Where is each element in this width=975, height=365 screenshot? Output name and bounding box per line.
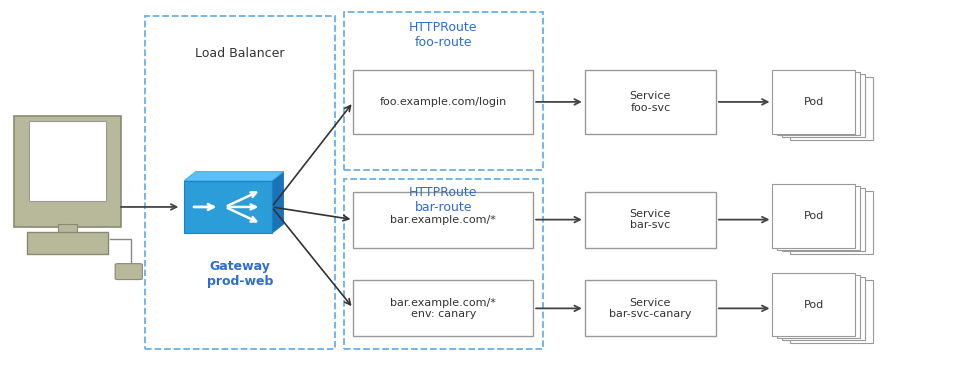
Text: HTTPRoute
foo-route: HTTPRoute foo-route <box>410 21 478 49</box>
Text: Service
foo-svc: Service foo-svc <box>630 91 671 113</box>
Bar <box>585 70 716 134</box>
Text: Pod: Pod <box>803 211 824 221</box>
Bar <box>772 184 855 248</box>
Bar <box>790 280 873 343</box>
Bar <box>353 192 533 248</box>
Polygon shape <box>272 172 284 233</box>
Bar <box>772 273 855 337</box>
Bar <box>777 275 860 338</box>
Text: Gateway
prod-web: Gateway prod-web <box>207 260 273 288</box>
Text: Service
bar-svc-canary: Service bar-svc-canary <box>609 297 691 319</box>
Bar <box>777 186 860 250</box>
Bar <box>145 16 334 349</box>
Bar <box>58 224 77 235</box>
Text: Pod: Pod <box>803 300 824 310</box>
Bar <box>782 277 865 340</box>
Bar <box>777 72 860 135</box>
FancyBboxPatch shape <box>115 264 142 280</box>
Bar <box>353 70 533 134</box>
Bar <box>353 280 533 337</box>
Bar <box>343 179 543 349</box>
Bar <box>343 12 543 170</box>
FancyBboxPatch shape <box>26 233 108 254</box>
Text: HTTPRoute
bar-route: HTTPRoute bar-route <box>410 186 478 214</box>
Polygon shape <box>184 172 284 181</box>
Text: bar.example.com/*: bar.example.com/* <box>390 215 496 224</box>
Bar <box>585 280 716 337</box>
Bar <box>772 70 855 134</box>
Text: Load Balancer: Load Balancer <box>195 47 285 59</box>
Text: Pod: Pod <box>803 97 824 107</box>
Bar <box>585 192 716 248</box>
Bar <box>790 77 873 140</box>
Bar <box>782 188 865 251</box>
Bar <box>790 191 873 254</box>
Text: foo.example.com/login: foo.example.com/login <box>379 97 507 107</box>
Bar <box>782 74 865 137</box>
Bar <box>28 121 106 201</box>
Text: Service
bar-svc: Service bar-svc <box>630 209 671 230</box>
Text: bar.example.com/*
env: canary: bar.example.com/* env: canary <box>390 297 496 319</box>
Bar <box>184 181 272 233</box>
FancyBboxPatch shape <box>14 116 121 227</box>
